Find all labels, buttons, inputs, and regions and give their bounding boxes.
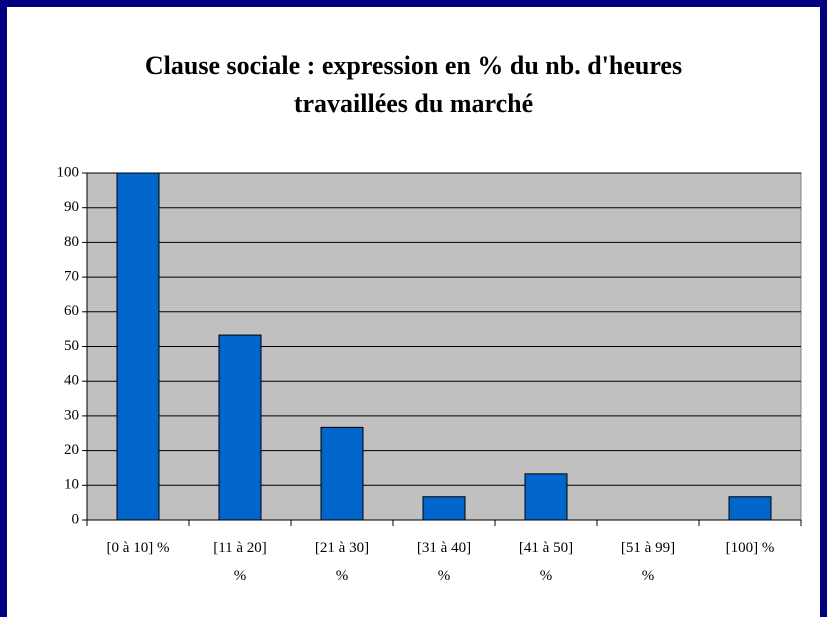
bar	[524, 473, 568, 521]
y-tick-label: 60	[64, 303, 79, 319]
y-tick-label: 0	[72, 511, 80, 527]
y-tick-label: 40	[64, 373, 79, 389]
x-tick-label: [11 à 20] %	[213, 540, 267, 584]
x-tick-label: [21 à 30] %	[314, 540, 370, 584]
bar	[116, 172, 160, 521]
bar	[422, 496, 466, 521]
chart-title: Clause sociale : expression en % du nb. …	[144, 51, 683, 118]
y-tick-label: 30	[64, 407, 79, 423]
chart: 0 10 20 30 40 50 60 70 80 90 100	[57, 164, 802, 527]
x-tick-label: [51 à 99] %	[620, 540, 676, 584]
y-tick-label: 50	[64, 338, 79, 354]
y-tick-label: 20	[64, 442, 79, 458]
y-tick-label: 80	[64, 234, 79, 250]
bar	[320, 426, 364, 521]
bar	[218, 334, 262, 521]
y-tick-label: 90	[64, 199, 79, 215]
x-tick-label: [41 à 50] %	[518, 540, 574, 584]
x-tick-label: [100] %	[725, 540, 775, 556]
x-tick-label: [31 à 40] %	[416, 540, 472, 584]
y-tick-label: 100	[57, 164, 80, 180]
y-tick-label: 10	[64, 477, 79, 493]
bar	[728, 496, 772, 521]
x-tick-label: [0 à 10] %	[106, 540, 170, 556]
y-tick-label: 70	[64, 269, 79, 285]
